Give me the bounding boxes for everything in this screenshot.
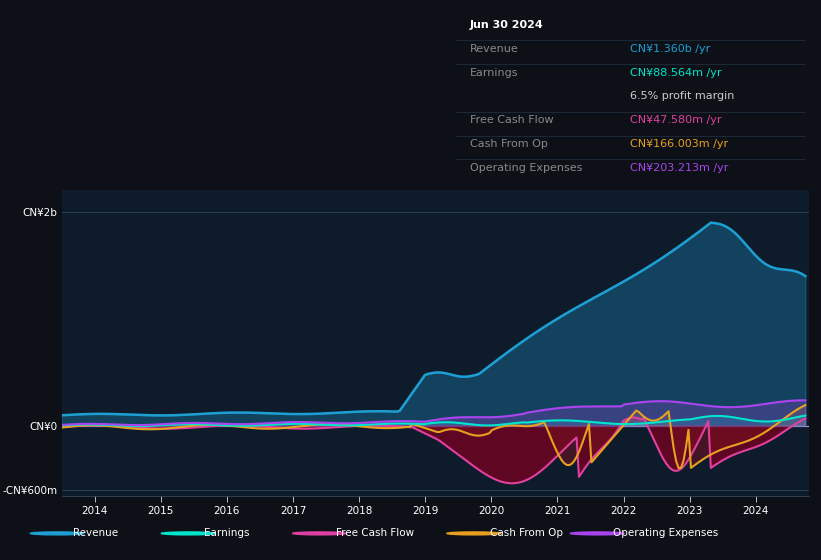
Text: CN¥203.213m /yr: CN¥203.213m /yr — [631, 163, 728, 173]
Circle shape — [30, 532, 84, 535]
Circle shape — [292, 532, 346, 535]
Text: CN¥166.003m /yr: CN¥166.003m /yr — [631, 139, 728, 149]
Text: Revenue: Revenue — [73, 529, 118, 538]
Text: 6.5% profit margin: 6.5% profit margin — [631, 91, 735, 101]
Text: CN¥88.564m /yr: CN¥88.564m /yr — [631, 68, 722, 78]
Circle shape — [161, 532, 215, 535]
Circle shape — [447, 532, 501, 535]
Circle shape — [571, 532, 624, 535]
Text: Revenue: Revenue — [470, 44, 518, 54]
Text: Operating Expenses: Operating Expenses — [470, 163, 582, 173]
Text: CN¥1.360b /yr: CN¥1.360b /yr — [631, 44, 710, 54]
Text: Free Cash Flow: Free Cash Flow — [470, 115, 553, 125]
Text: CN¥47.580m /yr: CN¥47.580m /yr — [631, 115, 722, 125]
Text: Cash From Op: Cash From Op — [490, 529, 563, 538]
Text: Operating Expenses: Operating Expenses — [613, 529, 718, 538]
Text: Earnings: Earnings — [470, 68, 518, 78]
Text: Jun 30 2024: Jun 30 2024 — [470, 20, 544, 30]
Text: Free Cash Flow: Free Cash Flow — [336, 529, 414, 538]
Text: Cash From Op: Cash From Op — [470, 139, 548, 149]
Text: Earnings: Earnings — [204, 529, 250, 538]
